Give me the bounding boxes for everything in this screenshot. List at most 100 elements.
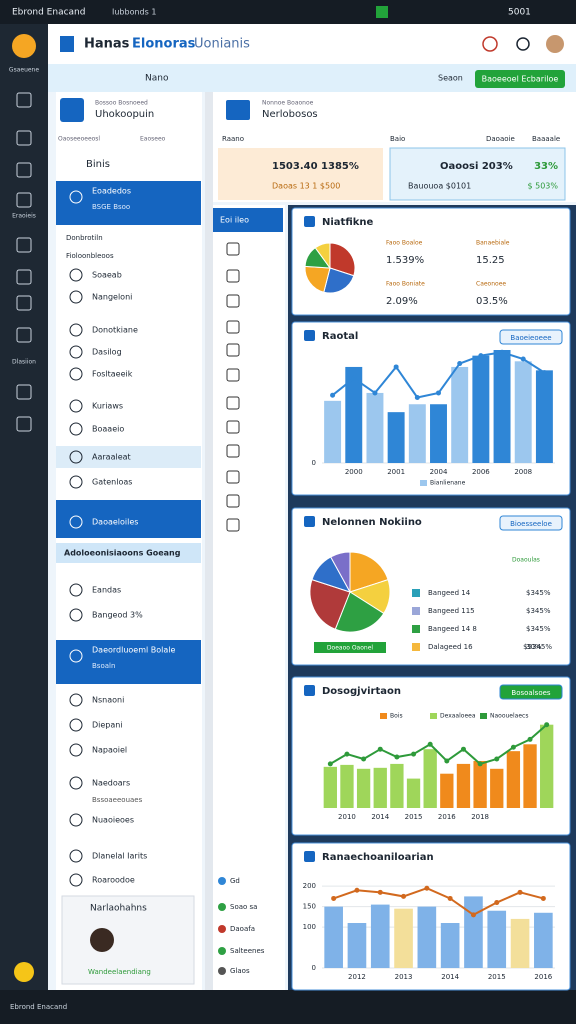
menu-icon[interactable]	[226, 470, 240, 484]
mini-item[interactable]: Glaos	[230, 967, 250, 975]
rail-label: Dlasiion	[12, 359, 36, 366]
app-title: Hanas	[84, 37, 130, 52]
nav-item[interactable]: Eoadedos	[92, 187, 131, 196]
rail-icon[interactable]	[16, 416, 32, 432]
x-tick-label: 2000	[345, 468, 363, 476]
nav-item[interactable]: Aaraaleat	[92, 453, 131, 462]
menu-icon[interactable]	[226, 420, 240, 434]
menu-icon[interactable]	[226, 444, 240, 458]
bar	[510, 918, 530, 968]
nav-item[interactable]: Kuriaws	[92, 402, 123, 411]
bell-icon[interactable]	[482, 36, 498, 52]
menu-icon[interactable]	[226, 294, 240, 308]
button-label[interactable]: Bosoalsoes	[511, 689, 550, 697]
mini-dot	[218, 903, 226, 911]
menu-icon[interactable]	[226, 494, 240, 508]
pie-slice	[330, 551, 351, 593]
rail-icon[interactable]	[16, 384, 32, 400]
nav-item[interactable]: Nangeloni	[92, 293, 132, 302]
button-label[interactable]: Bioesseeloe	[510, 520, 552, 528]
bar	[324, 400, 342, 463]
mini-item[interactable]: Soao sa	[230, 903, 257, 911]
nav-item[interactable]: Naedoars	[92, 779, 130, 788]
x-tick-label: 2008	[514, 468, 532, 476]
nav-item[interactable]: Nsnaoni	[92, 696, 124, 705]
bar	[347, 923, 367, 968]
avatar[interactable]	[546, 35, 564, 53]
menu-icon[interactable]	[226, 242, 240, 256]
bar	[390, 763, 404, 808]
summary-sub: Daoas 13 1 $500	[272, 182, 340, 191]
bar	[534, 912, 553, 968]
menu-icon[interactable]	[226, 396, 240, 410]
item-icon	[69, 718, 83, 732]
group-title: Binis	[86, 159, 110, 170]
nav-item[interactable]: Fosltaeeik	[92, 370, 133, 379]
action-label[interactable]: Baoeeoel Ecbariloe	[482, 75, 559, 84]
rail-icon[interactable]	[16, 192, 32, 208]
action-button[interactable]	[475, 70, 565, 88]
button-label[interactable]: Baoeieoeee	[510, 334, 551, 342]
menu-icon[interactable]	[226, 269, 240, 283]
nav-item[interactable]: Bangeod 3%	[92, 611, 143, 620]
rail-icon[interactable]	[16, 162, 32, 178]
nav-item[interactable]: Dlanelal Iarits	[92, 852, 147, 861]
title-icon	[304, 330, 315, 341]
nav-item[interactable]: Soaeab	[92, 271, 122, 280]
bar	[506, 751, 521, 808]
nav-item[interactable]: Donotkiane	[92, 326, 138, 335]
menu-title[interactable]: Eoi ileo	[220, 216, 249, 225]
x-tick-label: 2006	[472, 468, 490, 476]
search-icon[interactable]	[516, 37, 530, 51]
mini-item[interactable]: Gd	[230, 877, 240, 885]
bar	[493, 350, 511, 463]
legend-swatch	[412, 589, 420, 597]
pie-slice	[334, 591, 385, 633]
rail-icon[interactable]	[16, 327, 32, 343]
rail-icon[interactable]	[16, 295, 32, 311]
nav-item[interactable]: Dasilog	[92, 348, 122, 357]
nav-item[interactable]: Nuaoieoes	[92, 816, 134, 825]
rail-icon[interactable]	[16, 237, 32, 253]
nav-item[interactable]: Daeordluoeml Bolale	[92, 646, 176, 655]
item-icon	[69, 608, 83, 622]
nav-item[interactable]: Boaaeio	[92, 425, 124, 434]
menu-icon[interactable]	[226, 518, 240, 532]
item-icon	[69, 849, 83, 863]
item-icon	[69, 450, 83, 464]
nav-item[interactable]: Adoloeonisiaoons Goeang	[64, 549, 181, 558]
item-icon	[69, 873, 83, 887]
item-icon	[69, 649, 83, 663]
chart-title: Nelonnen Nokiino	[322, 517, 422, 528]
nav-item[interactable]: Gatenloas	[92, 478, 132, 487]
profile-photo	[90, 928, 114, 952]
rail-icon[interactable]	[16, 130, 32, 146]
bar	[324, 906, 343, 968]
column-head: Raano	[222, 135, 244, 143]
menu-icon[interactable]	[226, 320, 240, 334]
rail-icon[interactable]	[16, 92, 32, 108]
kicker: Nonnoe Boaonoe	[262, 100, 314, 107]
active-item	[56, 181, 201, 225]
help-icon[interactable]	[14, 962, 34, 982]
chart-button	[499, 329, 563, 345]
nav-item[interactable]: Eandas	[92, 586, 121, 595]
mini-item[interactable]: Salteenes	[230, 947, 265, 955]
menu-icon[interactable]	[226, 368, 240, 382]
summary-value: 1503.40 1385%	[272, 161, 359, 172]
nav-item[interactable]: Diepani	[92, 721, 123, 730]
menu-icon[interactable]	[226, 343, 240, 357]
line	[331, 351, 545, 399]
mini-item[interactable]: Daoafa	[230, 925, 255, 933]
nav-item[interactable]: Roaroodoe	[92, 876, 135, 885]
note: Doeaoo Oaonel	[327, 645, 373, 652]
rail-icon[interactable]	[16, 269, 32, 285]
nav-item[interactable]: Daoaeloiles	[92, 518, 138, 527]
chart-button	[499, 515, 563, 531]
nav-item[interactable]: Napaoiel	[92, 746, 127, 755]
pie-slice	[309, 579, 351, 630]
column-head: Oaoseeoeeosl	[58, 136, 100, 143]
mini-dot	[218, 947, 226, 955]
tab: Iubbonds 1	[112, 8, 156, 17]
